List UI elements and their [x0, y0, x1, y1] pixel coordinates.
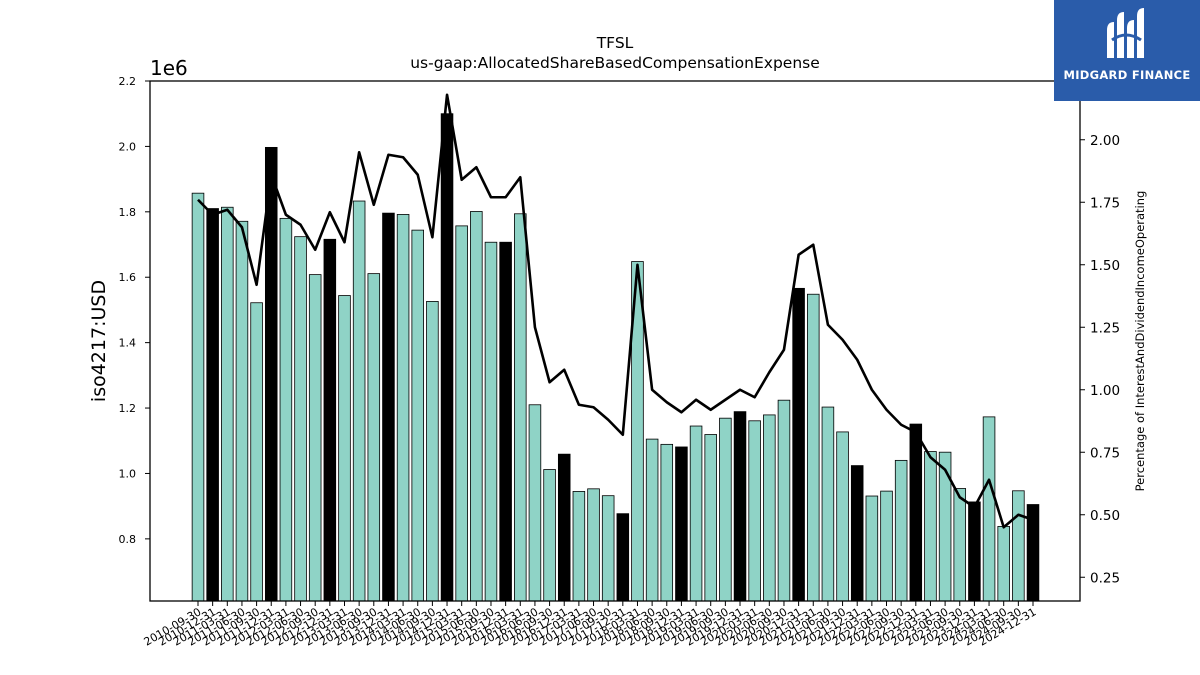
right-y-axis: 0.25 0.50 0.75 1.00 1.25 1.50 1.75 2.00 — [1080, 133, 1120, 586]
bar-2013-03-31 — [338, 295, 351, 602]
bar-2021-09-30 — [836, 431, 849, 602]
bar-2020-03-31 — [748, 420, 761, 602]
y2-tick-label: 1.00 — [1090, 383, 1120, 399]
left-y-axis: 0.8 1.0 1.2 1.4 1.6 1.8 2.0 2.2 — [119, 75, 150, 546]
bar-2011-12-31 — [264, 146, 278, 602]
y2-tick-label: 0.75 — [1090, 445, 1120, 461]
y-tick-label: 1.6 — [119, 271, 137, 284]
bar-2015-12-31 — [499, 241, 512, 602]
bar-2024-09-30 — [1012, 490, 1025, 602]
bar-2018-12-31 — [675, 446, 688, 602]
bar-2013-09-30 — [367, 273, 381, 602]
y-axis-label: iso4217:USD — [88, 280, 110, 402]
bar-2023-12-31 — [968, 501, 981, 602]
bar-2011-03-31 — [221, 206, 234, 602]
y-tick-label: 2.0 — [119, 140, 137, 153]
bar-2023-09-30 — [953, 488, 967, 602]
y2-tick-label: 1.50 — [1090, 258, 1120, 274]
bar-2015-06-30 — [470, 211, 483, 602]
bar-2022-03-31 — [865, 495, 879, 602]
bar-2010-12-31 — [206, 208, 219, 602]
y2-tick-label: 1.25 — [1090, 320, 1120, 336]
bar-2022-09-30 — [894, 459, 908, 602]
y-tick-label: 1.8 — [119, 206, 137, 219]
bar-2016-12-31 — [557, 453, 571, 602]
bar-2012-06-30 — [294, 236, 307, 602]
x-axis: 2010-09-302010-12-312011-03-312011-06-30… — [142, 601, 1039, 649]
y-tick-label: 1.0 — [119, 467, 137, 480]
ratio-line-group — [197, 93, 1034, 529]
bar-2017-09-30 — [601, 495, 615, 602]
chart-subtitle: us-gaap:AllocatedShareBasedCompensationE… — [410, 54, 820, 72]
bar-2021-03-31 — [807, 293, 820, 602]
bar-2019-12-31 — [733, 411, 747, 602]
bar-2023-06-30 — [938, 451, 952, 602]
bar-2019-03-31 — [689, 425, 703, 602]
ratio-line — [197, 93, 1034, 529]
plot-frame — [149, 80, 1081, 602]
bar-2017-03-31 — [572, 491, 586, 602]
y-tick-label: 2.2 — [119, 75, 137, 88]
bar-2019-06-30 — [704, 434, 717, 602]
bar-2018-09-30 — [660, 443, 674, 602]
bar-2012-12-31 — [323, 238, 337, 602]
midgard-m-logo-icon — [1107, 8, 1144, 58]
bar-2018-06-30 — [645, 438, 659, 602]
bar-2012-03-31 — [279, 217, 293, 602]
bar-2015-09-30 — [484, 241, 498, 602]
bar-2022-06-30 — [880, 490, 893, 602]
bar-2021-06-30 — [821, 406, 835, 602]
bar-2020-06-30 — [763, 414, 776, 602]
bar-2016-06-30 — [528, 404, 542, 602]
bar-2022-12-31 — [909, 423, 923, 602]
bar-2021-12-31 — [850, 465, 864, 602]
bar-2019-09-30 — [719, 417, 732, 602]
y-tick-label: 0.8 — [119, 533, 137, 546]
bar-2013-06-30 — [352, 200, 366, 602]
y2-tick-label: 0.50 — [1090, 508, 1120, 524]
bar-2014-06-30 — [411, 229, 425, 602]
bar-2016-03-31 — [514, 213, 527, 602]
bar-2012-09-30 — [308, 274, 322, 602]
midgard-finance-logo: MIDGARD FINANCE — [1054, 0, 1200, 101]
bars-group — [191, 113, 1040, 602]
bar-2017-06-30 — [587, 488, 600, 602]
y2-axis-label: Percentage of InterestAndDividendIncomeO… — [1133, 191, 1147, 492]
bar-2013-12-31 — [382, 212, 395, 602]
y-tick-label: 1.4 — [119, 337, 137, 350]
bar-2015-03-31 — [455, 225, 468, 602]
bar-2011-06-30 — [235, 220, 249, 602]
bar-2020-12-31 — [792, 287, 805, 602]
bar-2024-06-30 — [997, 526, 1010, 602]
bar-2016-09-30 — [543, 469, 556, 602]
bar-2011-09-30 — [250, 302, 263, 602]
bar-2017-12-31 — [616, 513, 630, 602]
logo-text: MIDGARD FINANCE — [1063, 68, 1191, 82]
y2-tick-label: 0.25 — [1090, 570, 1120, 586]
y-offset-label: 1e6 — [150, 56, 188, 80]
bar-2014-09-30 — [426, 301, 439, 602]
bar-2014-03-31 — [396, 214, 410, 602]
bar-2014-12-31 — [440, 113, 454, 602]
bar-2020-09-30 — [777, 399, 791, 602]
bar-2023-03-31 — [924, 451, 937, 602]
y2-tick-label: 1.75 — [1090, 195, 1120, 211]
bar-2010-09-30 — [191, 192, 205, 602]
chart-title: TFSL — [596, 34, 634, 52]
y2-tick-label: 2.00 — [1090, 133, 1120, 149]
y-tick-label: 1.2 — [119, 402, 137, 415]
bar-2024-03-31 — [982, 416, 996, 602]
